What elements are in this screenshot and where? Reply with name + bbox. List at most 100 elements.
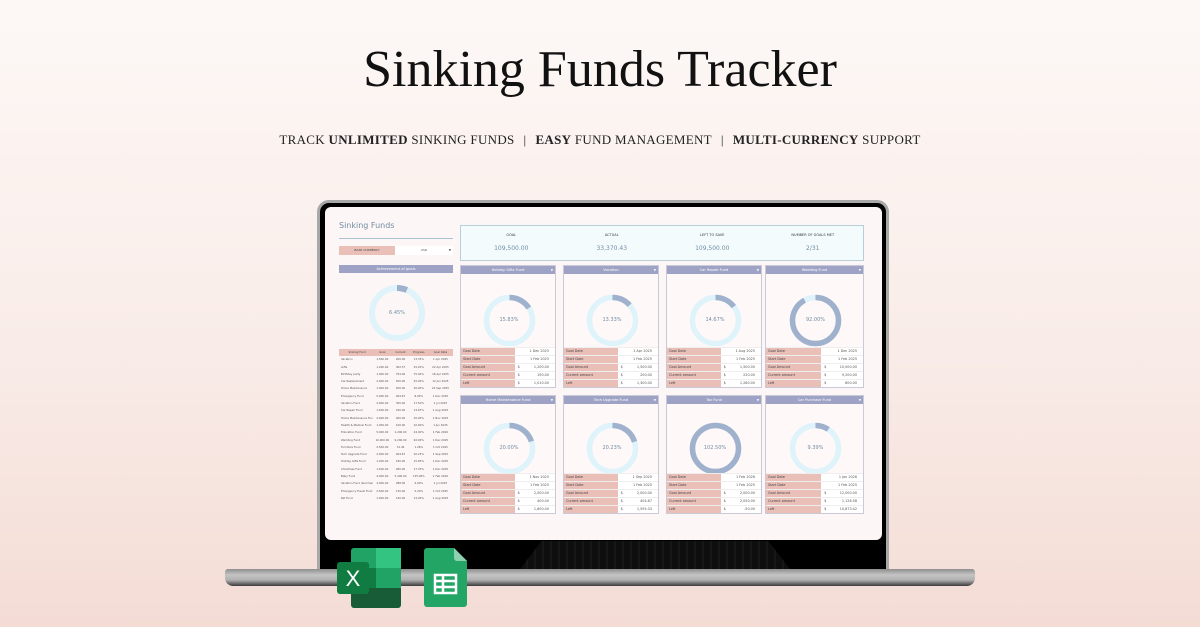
fund-details: Goal Date 1 Sep 2025 Start Date 1 Feb 2025 G…: [564, 473, 658, 513]
detail-value-text: 1,500.00: [636, 365, 652, 369]
detail-row: Goal Amount $2,000.00: [461, 489, 555, 497]
donut-progress: [586, 422, 638, 474]
detail-value: 1 Sep 2025: [617, 474, 658, 481]
table-row[interactable]: Gifts 1,200.00 302.37 25.20% 22 Apr 2025: [339, 364, 453, 371]
progress-percent: 92.00%: [805, 317, 826, 323]
kpi-value: 33,370.43: [596, 245, 628, 252]
fund-details: Goal Date 1 Apr 2025 Start Date 1 Feb 2025 G…: [564, 347, 658, 387]
fund-name: Car Purchase Fund: [797, 398, 832, 402]
table-row[interactable]: Car Repair Fund 1,500.00 220.00 14.67% 1 Aug…: [339, 407, 453, 414]
detail-value-text: 1,280.00: [739, 381, 755, 385]
table-row[interactable]: Christmas Fund 1,500.00 260.00 17.33% 1 Dec …: [339, 466, 453, 473]
detail-value: 1 Dec 2025: [821, 348, 863, 355]
fund-card-tech-upgrade-fund: Tech Upgrade Fund ▼ 20.23% Goal Date 1 Sep 2…: [563, 395, 659, 514]
table-row[interactable]: Car Replacement 2,000.00 500.00 25.00% 12 Ju…: [339, 378, 453, 385]
detail-label: Left: [461, 380, 515, 387]
table-cell: 500.00: [395, 379, 406, 384]
fund-card-car-repair-fund: Car Repair Fund ▼ 14.67% Goal Date 1 Aug 202…: [666, 265, 762, 388]
fund-selector[interactable]: Tax Fund ▼: [667, 396, 761, 404]
table-row[interactable]: Vacation Fund 2,000.00 350.00 17.50% 1 Jul 2…: [339, 400, 453, 407]
detail-value: $1,300.00: [617, 380, 658, 387]
table-row[interactable]: Health & Medical Fund 1,000.00 100.00 10.00…: [339, 422, 453, 429]
table-cell: 1 Aug 2025: [432, 408, 449, 413]
table-row[interactable]: Holiday Gifts Fund 1,200.00 190.00 15.83% 1 …: [339, 458, 453, 465]
table-cell: 9.60%: [414, 481, 424, 486]
table-row[interactable]: Furniture Fund 2,500.00 31.40 1.26% 1 Oct 20…: [339, 444, 453, 451]
detail-label: Start Date: [564, 482, 618, 489]
table-row[interactable]: Vacation 1,500.00 200.00 13.33% 1 Apr 2025: [339, 356, 453, 363]
detail-value-text: 1 Feb 2025: [838, 483, 857, 487]
detail-value: $1,500.00: [720, 364, 761, 371]
table-row[interactable]: Emergency Fund 5,000.00 404.67 8.09% 1 Dec 2…: [339, 393, 453, 400]
table-cell: 2,500.00: [376, 488, 389, 493]
table-cell: 2,500.00: [376, 444, 389, 449]
currency-symbol: $: [517, 491, 520, 495]
achievement-panel: Achievement of goals 6.45%: [339, 265, 453, 345]
detail-label: Left: [564, 506, 618, 513]
kpi-label: GOAL: [506, 233, 517, 237]
detail-label: Left: [461, 506, 515, 513]
detail-value-text: 1,600.00: [533, 507, 549, 511]
fund-selector[interactable]: Holiday Gifts Fund ▼: [461, 266, 555, 274]
detail-label: Goal Date: [766, 348, 822, 355]
table-cell: Car Replacement: [341, 379, 365, 384]
currency-symbol: $: [620, 373, 623, 377]
column-header: Progress: [413, 350, 425, 354]
fund-details: Goal Date 1 Dec 2025 Start Date 1 Feb 2025 G…: [461, 347, 555, 387]
fund-selector[interactable]: Wedding Fund ▼: [766, 266, 863, 274]
table-cell: 350.00: [395, 401, 406, 406]
table-cell: 1,200.00: [376, 459, 389, 464]
currency-symbol: $: [620, 365, 623, 369]
table-row[interactable]: Birthday party 1,000.00 754.00 75.40% 18 Apr…: [339, 371, 453, 378]
detail-label: Start Date: [461, 482, 515, 489]
table-cell: 13.33%: [413, 357, 424, 362]
fund-selector[interactable]: Home Maintenance Fund ▼: [461, 396, 555, 404]
table-header: Sinking Fund Goal Current Progress Goal Date: [339, 349, 453, 357]
fund-selector[interactable]: Tech Upgrade Fund ▼: [564, 396, 658, 404]
fund-name: Tech Upgrade Fund: [593, 398, 629, 402]
table-row[interactable]: Baby Fund 4,000.00 5,400.00 135.00% 1 Feb 20…: [339, 473, 453, 480]
laptop-base: [225, 569, 975, 586]
fund-details: Goal Date 1 Jan 2026 Start Date 1 Feb 2025 G…: [766, 473, 863, 513]
detail-label: Goal Amount: [766, 364, 822, 371]
kpi-left-to-save: LEFT TO SAVE 109,500.00: [662, 226, 763, 260]
detail-row: Start Date 1 Feb 2025: [564, 355, 658, 363]
table-row[interactable]: Home Maintenance Fund 2,000.00 400.00 20.00…: [339, 415, 453, 422]
detail-row: Current amount $190.00: [461, 371, 555, 379]
table-row[interactable]: Pet Fund 1,000.00 140.00 14.00% 1 Aug 2025: [339, 495, 453, 502]
detail-row: Left $1,300.00: [564, 379, 658, 387]
table-row[interactable]: Emergency Travel Fund 2,500.00 130.00 5.20%…: [339, 488, 453, 495]
base-currency-select[interactable]: USD ▼: [395, 246, 453, 255]
currency-symbol: $: [824, 373, 827, 377]
table-cell: 1.26%: [414, 444, 424, 449]
fund-card-holiday-gifts-fund: Holiday Gifts Fund ▼ 15.83% Goal Date 1 Dec …: [460, 265, 556, 388]
table-cell: 1,500.00: [376, 466, 389, 471]
detail-value: $1,500.00: [617, 364, 658, 371]
fund-selector[interactable]: Vacation ▼: [564, 266, 658, 274]
fund-selector[interactable]: Car Repair Fund ▼: [667, 266, 761, 274]
detail-value-text: 400.00: [537, 499, 549, 503]
table-cell: 5.20%: [414, 488, 424, 493]
table-cell: Vacation Fund (Summer 2025): [341, 481, 374, 486]
table-cell: 15.83%: [413, 459, 424, 464]
table-cell: Car Repair Fund: [341, 408, 363, 413]
detail-label: Current amount: [461, 372, 515, 379]
table-cell: 18 Apr 2025: [432, 371, 449, 376]
progress-donut: [789, 294, 842, 346]
donut-progress: [789, 422, 842, 474]
fund-selector[interactable]: Car Purchase Fund ▼: [766, 396, 863, 404]
detail-value: $ -50.00: [720, 506, 761, 513]
table-row[interactable]: Home Maintenance 1,000.00 200.00 20.00% 22 S…: [339, 385, 453, 392]
detail-label: Goal Date: [766, 474, 822, 481]
table-row[interactable]: Tech Upgrade Fund 2,000.00 404.67 20.23% 1 S…: [339, 451, 453, 458]
fund-details: Goal Date 1 Aug 2025 Start Date 1 Feb 2025 G…: [667, 347, 761, 387]
table-cell: Vacation Fund: [341, 401, 360, 406]
detail-value-text: 1 Feb 2025: [736, 483, 755, 487]
currency-symbol: $: [620, 499, 623, 503]
detail-value-text: 12,000.00: [839, 491, 857, 495]
table-row[interactable]: Vacation Fund (Summer 2025)3,000.00 288.0…: [339, 480, 453, 487]
table-row[interactable]: Wedding Fund 10,000.00 9,200.00 92.00% 1 Dec…: [339, 437, 453, 444]
detail-value: 1 Feb 2025: [514, 356, 555, 363]
fund-card-tax-fund: Tax Fund ▼ 102.50% Goal Date 1 Feb 2026 Start…: [666, 395, 762, 514]
table-row[interactable]: Education Fund 5,000.00 1,200.00 24.00% 1 Fe…: [339, 429, 453, 436]
